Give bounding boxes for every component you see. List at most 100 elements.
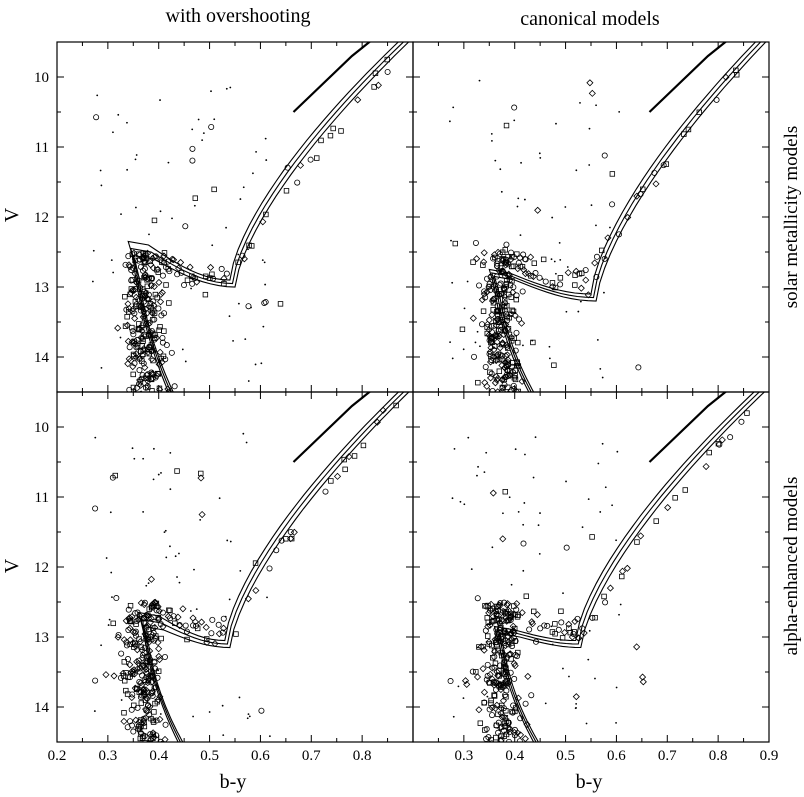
star-point [160, 740, 166, 742]
star-point [121, 710, 127, 716]
star-point [193, 204, 196, 207]
star-point [497, 704, 505, 712]
star-point [490, 251, 498, 259]
star-point [509, 643, 516, 650]
panel-bottom-left: 10 11 12 13 14 0.2 0.3 0.4 0.5 0.6 0.7 0.8 [34, 391, 414, 764]
star-point [511, 603, 517, 609]
star-point [233, 631, 239, 637]
star-point [185, 393, 190, 398]
star-point [136, 367, 143, 374]
star-point [197, 624, 200, 627]
star-point [126, 309, 132, 315]
star-point [133, 384, 140, 391]
x-tick-label: 0.6 [607, 748, 626, 764]
star-point [151, 602, 158, 609]
star-point [653, 518, 659, 524]
star-point [488, 700, 494, 706]
star-point [495, 351, 502, 358]
star-point [609, 201, 616, 208]
star-point [209, 616, 216, 623]
star-point [202, 132, 205, 134]
star-point [161, 310, 168, 317]
star-point [478, 296, 486, 304]
star-point [494, 374, 502, 383]
star-point [259, 218, 267, 226]
star-point [488, 697, 494, 704]
star-point [587, 498, 590, 501]
star-point [501, 692, 508, 699]
star-point [473, 673, 482, 681]
star-point [495, 332, 503, 340]
star-point [133, 301, 140, 308]
star-point [152, 291, 159, 298]
star-point [190, 287, 192, 290]
star-point [150, 357, 156, 364]
star-point [485, 638, 493, 646]
plot-area [447, 392, 766, 742]
star-point [450, 239, 452, 242]
star-point [738, 418, 745, 425]
star-point [296, 161, 305, 169]
star-point [143, 382, 152, 390]
star-point [485, 283, 492, 290]
star-point [470, 259, 476, 265]
star-point [175, 264, 183, 272]
y-tick-label: 11 [35, 490, 49, 506]
star-point [134, 276, 140, 283]
isochrone-line [137, 392, 400, 742]
star-point [451, 357, 454, 360]
star-point [379, 406, 387, 414]
star-point [261, 299, 268, 306]
star-point [471, 353, 478, 360]
y-tick-label: 12 [34, 560, 49, 576]
star-point [508, 496, 511, 499]
star-point [489, 388, 496, 392]
star-point [277, 301, 284, 307]
star-point [562, 592, 564, 595]
star-point [722, 73, 730, 81]
star-point [618, 110, 621, 113]
star-point [393, 402, 399, 409]
isochrone-giant-clump [292, 42, 372, 113]
star-point [93, 114, 100, 121]
star-point [498, 361, 506, 369]
star-point [235, 259, 241, 266]
star-point [94, 436, 97, 439]
star-point [122, 323, 129, 329]
star-point [485, 316, 493, 324]
star-point [506, 725, 514, 733]
star-point [237, 253, 240, 256]
star-point [519, 288, 526, 295]
star-point [491, 379, 499, 387]
star-point [480, 643, 486, 650]
star-point [476, 330, 479, 333]
star-point [479, 345, 481, 348]
star-point [634, 539, 640, 545]
star-point [131, 353, 137, 359]
star-point [156, 385, 163, 392]
star-point [192, 715, 195, 718]
star-point [148, 672, 155, 679]
star-point [164, 529, 167, 532]
star-point [479, 665, 487, 673]
star-point [522, 344, 524, 347]
star-point [566, 266, 569, 268]
star-point [559, 635, 566, 641]
y-tick-label: 14 [34, 700, 50, 716]
star-point [155, 668, 162, 674]
star-point [318, 137, 324, 144]
star-point [581, 526, 584, 529]
plot-area [91, 42, 410, 398]
star-point [467, 436, 470, 439]
star-point [146, 703, 154, 711]
star-point [249, 243, 255, 249]
star-point [155, 655, 164, 664]
star-point [113, 595, 120, 602]
star-point [523, 502, 526, 504]
x-tick-label: 0.4 [505, 748, 524, 764]
star-point [112, 131, 114, 134]
star-point [144, 283, 151, 290]
y-tick-label: 10 [34, 70, 49, 86]
star-point [131, 314, 139, 322]
star-point [219, 624, 228, 632]
